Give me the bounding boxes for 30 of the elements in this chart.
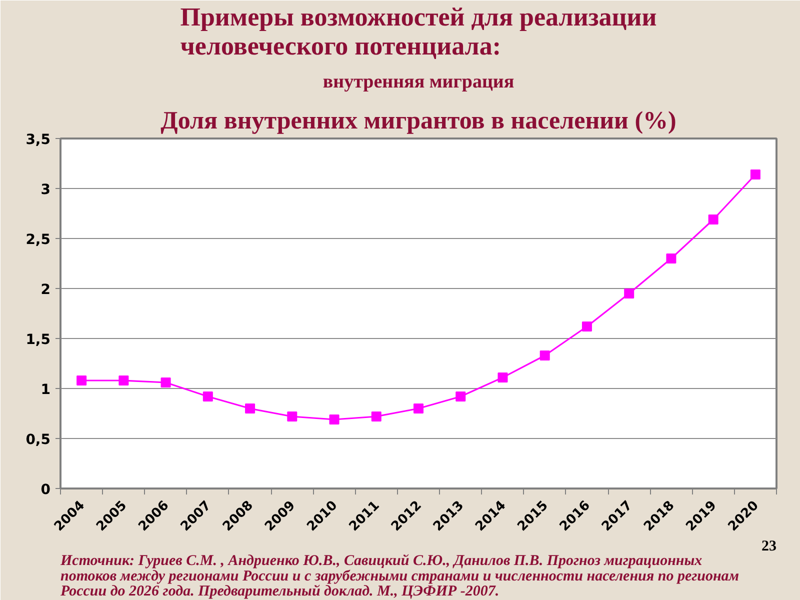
text: Источник: Гуриев С.М. , Андриенко Ю.В., Савицкий С.Ю., Данилов П.В. Прогноз миграционных потоков между регионами России и с зарубежными странами и численности населения по регионам России до 2026 года. Предварительный доклад. М., ЦЭФИР -2007. [60,553,740,600]
point [245,404,256,414]
point [414,404,424,414]
chart-subtitle: внутренняя миграция [322,72,514,92]
point [456,392,466,402]
y-tick-label: 3 [40,182,51,198]
text: Доля внутренних мигрантов в населении (%) [160,108,676,134]
point [202,392,213,402]
y-tick-label: 1 [40,382,51,398]
y-tick-label: 1,5 [26,332,51,348]
point [708,214,718,224]
point [540,350,550,360]
y-tick-label: 0,5 [26,432,51,448]
point [624,288,634,298]
point [750,170,760,180]
point [582,322,592,332]
y-tick-label: 2,5 [26,232,51,248]
point [329,414,340,424]
point [371,412,382,422]
point [287,412,298,422]
y-tick-label: 3,5 [26,132,51,148]
y-tick-label: 0 [40,482,51,498]
text: 23 [762,538,776,554]
point [666,254,676,264]
point [160,378,171,388]
point [76,376,87,386]
point [498,372,508,382]
chart-title: Примеры возможностей для реализации человеческого потенциала: [180,2,657,60]
point [118,376,129,386]
y-tick-label: 2 [40,282,51,298]
